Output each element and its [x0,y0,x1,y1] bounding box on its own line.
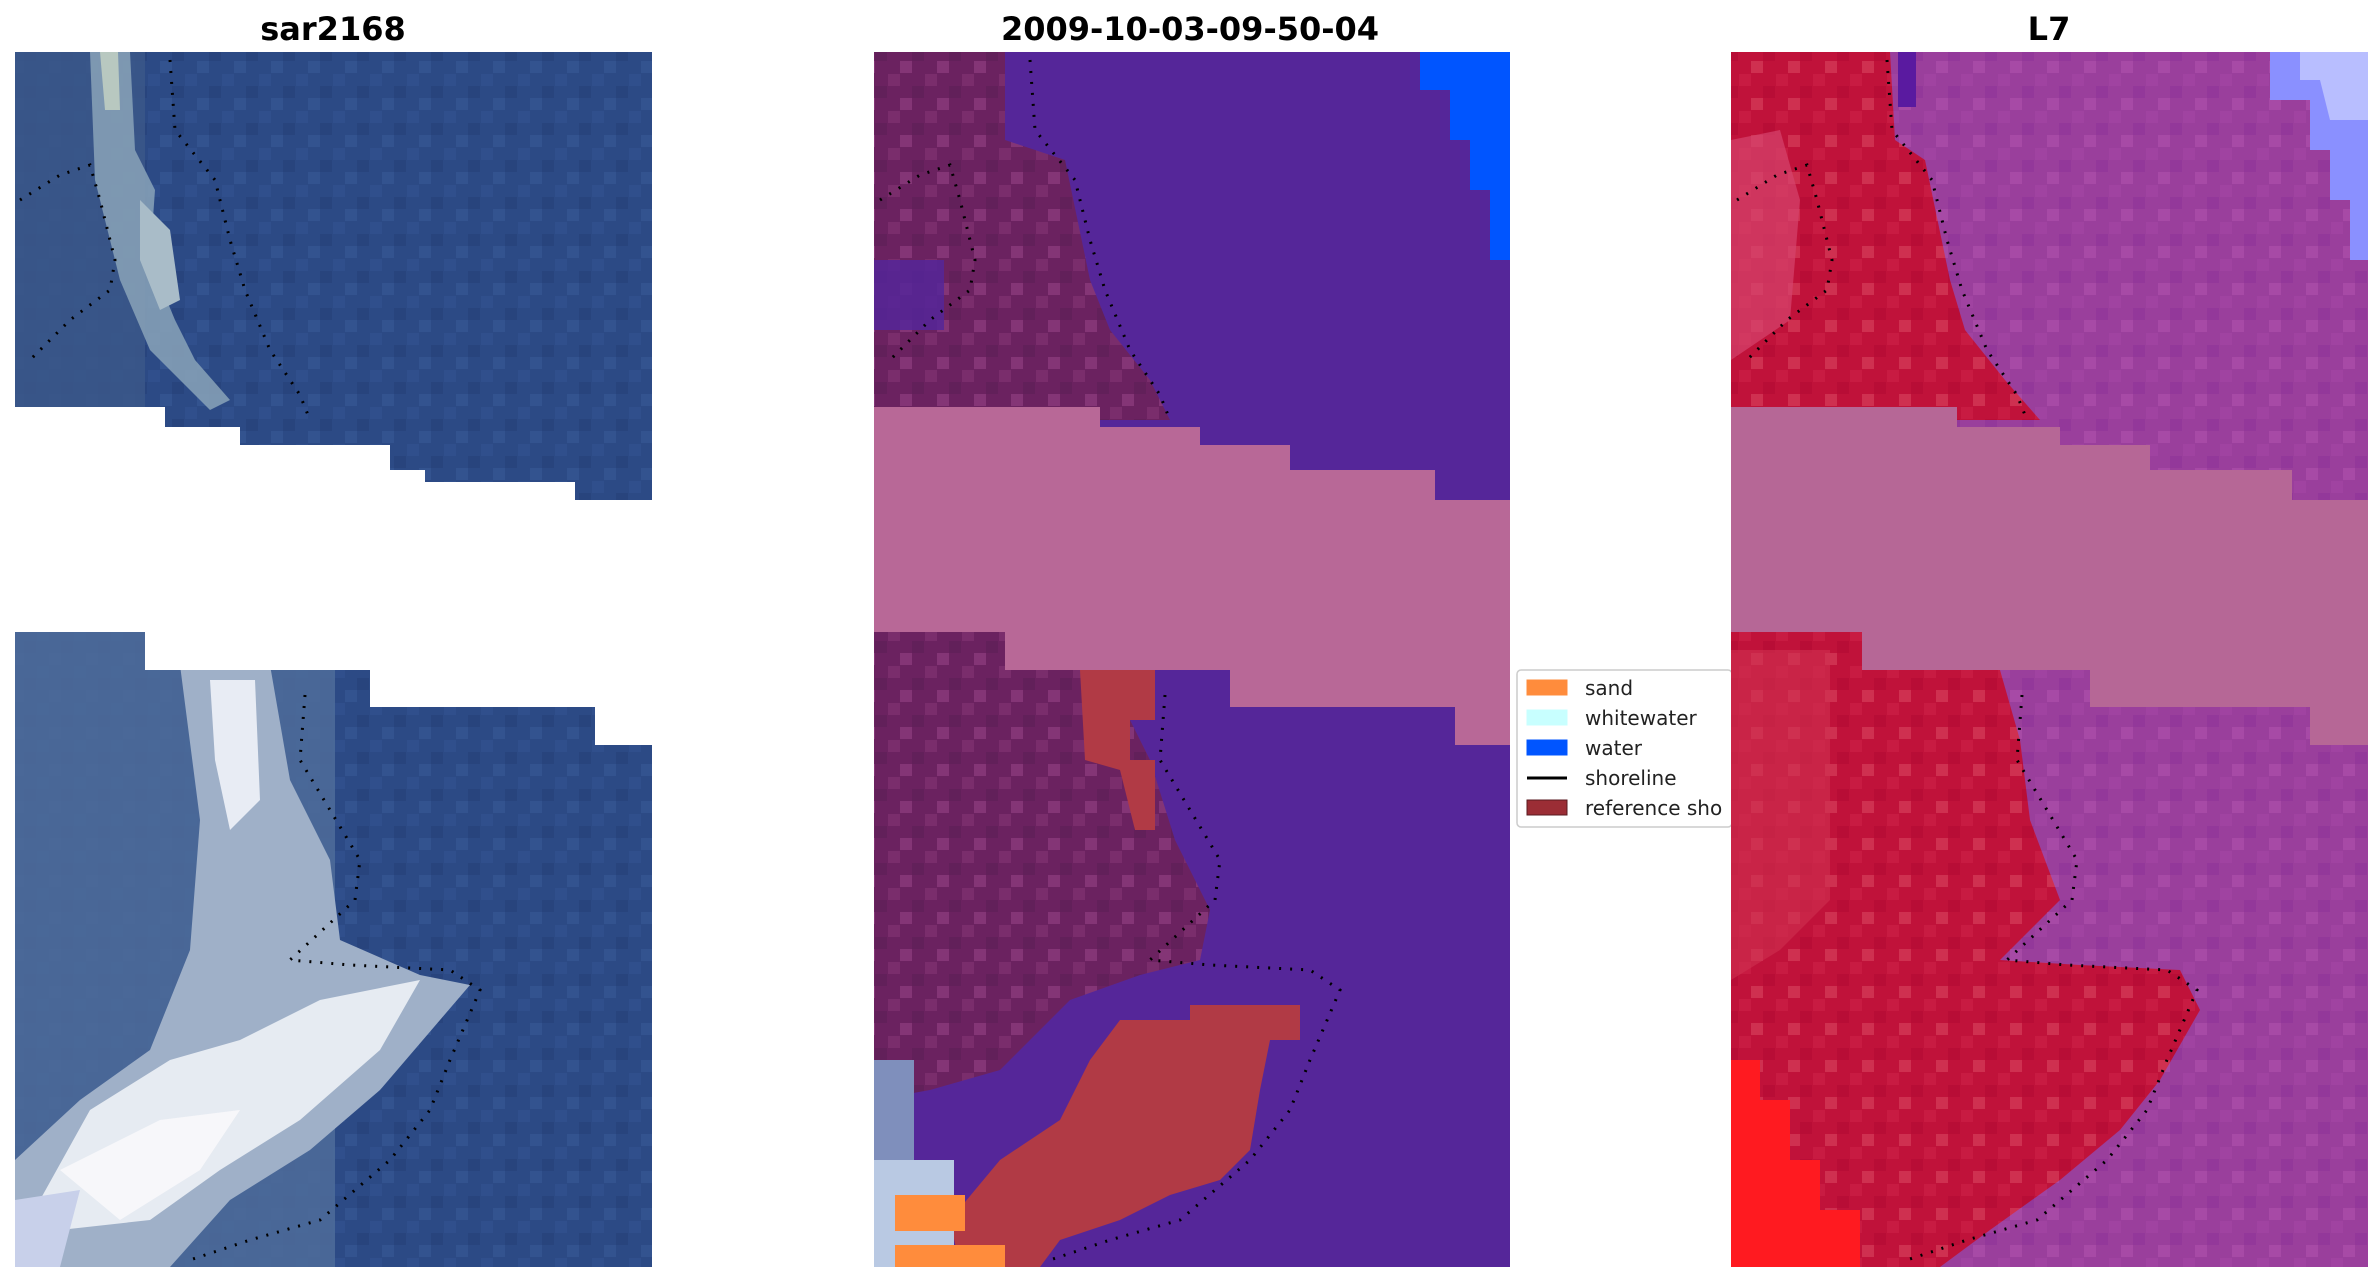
panel-title-l7: L7 [2028,10,2071,48]
legend: sand whitewater water shoreline referenc… [1516,669,1733,828]
panel-title-rgb: sar2168 [260,10,405,48]
legend-item-reference-shoreline: reference sho [1526,796,1722,820]
legend-item-sand: sand [1526,676,1633,700]
legend-swatch-water [1526,739,1568,756]
panel-classified: 2009-10-03-09-50-04 [874,10,1510,1267]
legend-label-reference-shoreline: reference sho [1585,796,1722,820]
legend-label-sand: sand [1585,676,1633,700]
rgb-image [15,52,652,1267]
legend-item-shoreline: shoreline [1527,766,1677,790]
panel-l7: L7 [1731,10,2368,1267]
legend-label-whitewater: whitewater [1585,706,1697,730]
legend-item-whitewater: whitewater [1526,706,1697,730]
legend-label-water: water [1585,736,1643,760]
legend-swatch-sand [1526,679,1568,696]
panel-rgb: sar2168 [15,10,652,1267]
l7-image [1731,52,2368,1267]
panel-title-classified: 2009-10-03-09-50-04 [1001,10,1379,48]
legend-label-shoreline: shoreline [1585,766,1677,790]
legend-item-water: water [1526,736,1643,760]
classified-image [874,52,1510,1267]
legend-swatch-reference-shoreline [1526,799,1568,816]
legend-swatch-whitewater [1526,709,1568,726]
